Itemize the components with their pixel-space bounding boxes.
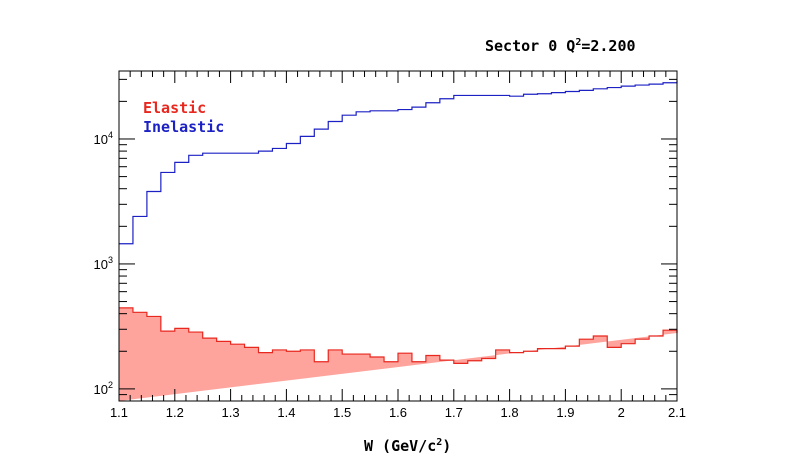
x-tick-label: 1.3 <box>222 405 240 420</box>
x-axis-title-sup: 2 <box>436 437 442 448</box>
x-tick-label: 1.1 <box>110 405 128 420</box>
x-tick-label: 1.9 <box>556 405 574 420</box>
x-axis-title-suffix: ) <box>442 437 451 455</box>
y-tick-exponent: 3 <box>108 255 113 265</box>
y-tick-label: 104 <box>94 130 113 147</box>
legend-elastic: Elastic <box>143 99 206 117</box>
series-inelastic <box>119 80 678 245</box>
series-elastic <box>119 307 678 401</box>
x-tick-label: 1.8 <box>501 405 519 420</box>
chart-title: Sector 0 Q2=2.200 <box>485 37 636 55</box>
chart-title-suffix: =2.200 <box>581 37 635 55</box>
legend-inelastic: Inelastic <box>143 118 224 136</box>
x-tick-label: 1.6 <box>389 405 407 420</box>
y-tick-exponent: 4 <box>108 130 113 140</box>
chart-title-prefix: Sector 0 Q <box>485 37 575 55</box>
x-tick-label: 2 <box>618 405 625 420</box>
x-axis: 1.1 1.2 1.3 1.4 1.5 1.6 1.7 1.8 1.9 2 2.1 <box>110 71 686 420</box>
y-tick-base: 10 <box>94 132 108 147</box>
x-tick-label: 2.1 <box>668 405 686 420</box>
x-axis-title: W (GeV/c2) <box>364 437 451 455</box>
inelastic-line <box>119 80 678 245</box>
x-tick-label: 1.5 <box>333 405 351 420</box>
x-tick-label: 1.7 <box>445 405 463 420</box>
y-tick-base: 10 <box>94 257 108 272</box>
x-tick-label: 1.4 <box>277 405 295 420</box>
elastic-line <box>119 307 678 364</box>
x-tick-label: 1.2 <box>166 405 184 420</box>
chart-title-sup: 2 <box>575 37 581 48</box>
y-tick-exponent: 2 <box>108 380 113 390</box>
y-tick-label: 103 <box>94 255 113 272</box>
y-tick-label: 102 <box>94 380 113 397</box>
x-axis-title-prefix: W (GeV/c <box>364 437 436 455</box>
y-tick-base: 10 <box>94 382 108 397</box>
